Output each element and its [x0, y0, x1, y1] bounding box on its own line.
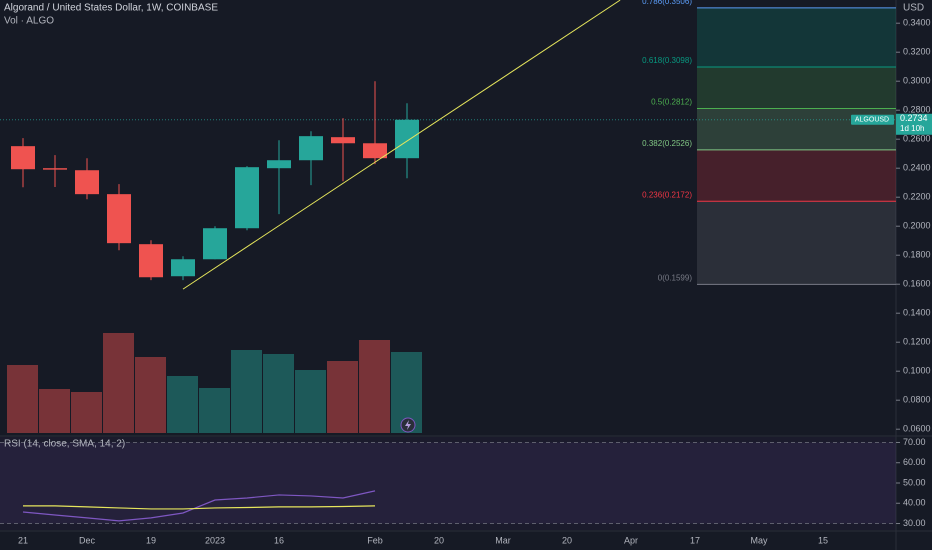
rsi-band [0, 442, 896, 524]
rsi-line [22, 490, 376, 522]
volume-bar [39, 389, 70, 433]
price-tag [896, 113, 932, 135]
rsi-tick-label: 30.00 [903, 518, 926, 528]
x-tick-label: 2023 [205, 535, 225, 545]
volume-bar [263, 354, 294, 433]
candle-body [331, 137, 355, 144]
volume-bar [7, 365, 38, 433]
x-tick-label: 20 [562, 535, 572, 545]
symbol-label: ALGOUSD [855, 117, 889, 124]
x-tick-label: Apr [624, 535, 638, 545]
price-tag-label: 0.2734 [900, 113, 928, 123]
fib-zone [697, 149, 896, 202]
y-tick-label: 0.2200 [903, 192, 931, 202]
volume-bar [167, 376, 198, 433]
axis-unit: USD [903, 3, 924, 14]
y-tick-label: 0.0600 [903, 424, 931, 434]
chart-title: Algorand / United States Dollar, 1W, COI… [4, 3, 218, 14]
y-tick-label: 0.1000 [903, 366, 931, 376]
x-tick-label: 20 [434, 535, 444, 545]
y-tick-label: 0.3000 [903, 76, 931, 86]
candle-body [43, 168, 67, 170]
x-tick-label: 15 [818, 535, 828, 545]
candle-body [299, 136, 323, 161]
fib-zone [697, 108, 896, 150]
x-tick-label: Feb [367, 535, 383, 545]
candle-body [203, 228, 227, 260]
volume-bar [327, 361, 358, 433]
y-tick-label: 0.1200 [903, 337, 931, 347]
volume-bar [103, 333, 134, 433]
rsi-pane [0, 437, 896, 530]
x-tick-label: 16 [274, 535, 284, 545]
fib-label: 0.236(0.2172) [642, 190, 692, 199]
candle-body [171, 259, 195, 277]
fib-label: 0.5(0.2812) [651, 98, 692, 107]
fib-zone [697, 66, 896, 109]
y-tick-label: 0.2800 [903, 105, 931, 115]
trendline [182, 0, 621, 290]
candle-body [107, 194, 131, 244]
candle-body [267, 160, 291, 169]
rsi-title: RSI (14, close, SMA, 14, 2) [4, 439, 125, 450]
x-tick-label: Dec [79, 535, 96, 545]
candle-body [235, 167, 259, 229]
fib-zone [697, 7, 896, 67]
rsi-tick-label: 40.00 [903, 498, 926, 508]
candle-body [11, 146, 35, 170]
symbol-tag [851, 114, 894, 125]
countdown-label: 1d 10h [900, 124, 924, 133]
volume-bar [231, 350, 262, 433]
y-tick-label: 0.2600 [903, 134, 931, 144]
icon-bolt[interactable] [405, 420, 411, 430]
fib-label: 0(0.1599) [658, 273, 693, 282]
rsi-tick-label: 50.00 [903, 477, 926, 487]
y-tick-label: 0.3400 [903, 18, 931, 28]
volume-bar [295, 370, 326, 433]
candle-body [363, 143, 387, 159]
volume-bar [135, 357, 166, 433]
rsi-tick-label: 60.00 [903, 457, 926, 467]
x-tick-label: 19 [146, 535, 156, 545]
x-tick-label: Mar [495, 535, 511, 545]
y-tick-label: 0.2000 [903, 221, 931, 231]
y-tick-label: 0.0800 [903, 395, 931, 405]
candle-body [75, 170, 99, 195]
x-tick-label: May [750, 535, 768, 545]
y-tick-label: 0.3200 [903, 47, 931, 57]
volume-bar [199, 388, 230, 433]
fib-label: 0.618(0.3098) [642, 56, 692, 65]
indicator-icon[interactable] [400, 417, 416, 433]
candle-body [139, 244, 163, 278]
volume-title: Vol · ALGO [4, 16, 54, 27]
x-tick-label: 21 [18, 535, 28, 545]
fib-label: 0.786(0.3506) [642, 0, 692, 6]
y-tick-label: 0.2400 [903, 163, 931, 173]
rsi-tick-label: 70.00 [903, 437, 926, 447]
fib-zone [697, 201, 896, 285]
volume-bar [359, 340, 390, 433]
y-tick-label: 0.1800 [903, 250, 931, 260]
candle-body [395, 119, 419, 159]
x-tick-label: 17 [690, 535, 700, 545]
y-tick-label: 0.1400 [903, 308, 931, 318]
rsi-line [23, 505, 376, 510]
y-tick-label: 0.1600 [903, 279, 931, 289]
fib-label: 0.382(0.2526) [642, 139, 692, 148]
volume-bar [71, 392, 102, 433]
